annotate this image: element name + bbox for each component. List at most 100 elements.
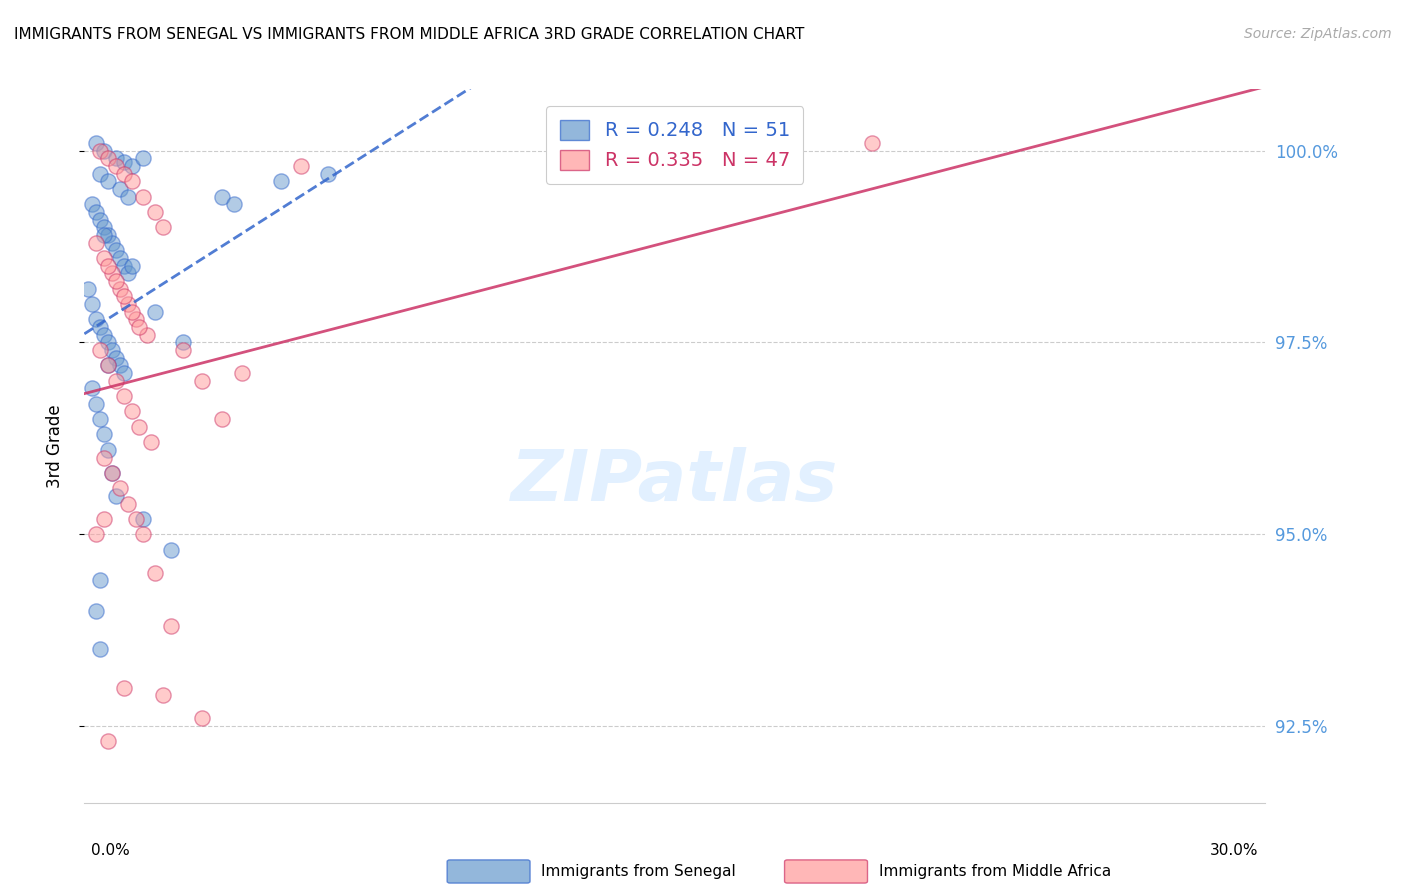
Point (112, 155, 135, 169)
Point (143, 205, 166, 219)
Point (93, 427, 115, 442)
Point (270, 174, 292, 188)
Point (128, 320, 150, 334)
Point (121, 259, 143, 273)
Point (231, 366, 253, 380)
Point (93, 251, 115, 265)
Point (101, 235, 124, 250)
Point (124, 312, 146, 326)
Point (104, 489, 127, 503)
Point (132, 512, 155, 526)
Point (89, 574, 111, 588)
Text: ZIPatlas: ZIPatlas (512, 447, 838, 516)
Point (84, 527, 107, 541)
Point (104, 351, 127, 365)
Point (101, 266, 124, 280)
Point (82, 197, 104, 211)
Text: 0.0%: 0.0% (91, 843, 131, 858)
Point (101, 466, 124, 480)
Point (112, 259, 135, 273)
Point (84, 205, 107, 219)
Point (318, 167, 340, 181)
Point (172, 335, 194, 350)
Point (191, 711, 214, 725)
Point (108, 282, 131, 296)
Point (152, 220, 174, 235)
Point (112, 681, 135, 695)
Point (89, 212, 111, 227)
Point (108, 481, 131, 495)
Point (77, 282, 100, 296)
Point (97, 259, 120, 273)
Point (108, 359, 131, 373)
Point (136, 327, 159, 342)
Point (93, 327, 115, 342)
Point (84, 604, 107, 618)
Point (117, 297, 139, 311)
Point (128, 419, 150, 434)
Point (82, 381, 104, 395)
Point (132, 189, 155, 203)
Point (89, 412, 111, 426)
Legend: R = 0.248   N = 51, R = 0.335   N = 47: R = 0.248 N = 51, R = 0.335 N = 47 (547, 106, 803, 184)
Point (84, 136, 107, 150)
Point (211, 189, 233, 203)
Point (89, 144, 111, 158)
Point (860, 136, 883, 150)
Point (152, 689, 174, 703)
Point (104, 244, 127, 258)
Point (104, 374, 127, 388)
Point (104, 274, 127, 288)
Point (172, 343, 194, 357)
Point (97, 335, 120, 350)
Point (121, 404, 143, 418)
Point (97, 174, 120, 188)
Point (141, 435, 163, 450)
Text: Source: ZipAtlas.com: Source: ZipAtlas.com (1244, 27, 1392, 41)
Point (124, 512, 146, 526)
Point (93, 512, 115, 526)
Point (84, 235, 107, 250)
Point (117, 497, 139, 511)
Point (84, 312, 107, 326)
Point (160, 542, 183, 557)
Point (143, 566, 166, 580)
Point (97, 151, 120, 165)
Point (97, 442, 120, 457)
Point (97, 359, 120, 373)
Point (101, 343, 124, 357)
Point (104, 159, 127, 173)
Point (112, 167, 135, 181)
Point (93, 227, 115, 242)
Point (104, 151, 127, 165)
Point (112, 389, 135, 403)
Point (117, 266, 139, 280)
Point (93, 450, 115, 465)
Point (93, 220, 115, 235)
Point (117, 189, 139, 203)
Point (97, 734, 120, 748)
Point (112, 289, 135, 303)
Y-axis label: 3rd Grade: 3rd Grade (45, 404, 63, 488)
Text: Immigrants from Middle Africa: Immigrants from Middle Africa (879, 864, 1111, 879)
Point (89, 343, 111, 357)
Point (101, 466, 124, 480)
Point (191, 374, 214, 388)
Point (222, 197, 245, 211)
Point (143, 304, 166, 318)
Text: Immigrants from Senegal: Immigrants from Senegal (541, 864, 737, 879)
Point (121, 174, 143, 188)
Point (89, 167, 111, 181)
Point (160, 619, 183, 633)
Point (112, 366, 135, 380)
Point (121, 304, 143, 318)
Point (121, 159, 143, 173)
Point (108, 251, 131, 265)
Point (89, 642, 111, 657)
Point (132, 151, 155, 165)
Point (93, 144, 115, 158)
Point (82, 297, 104, 311)
Point (97, 359, 120, 373)
Point (84, 397, 107, 411)
Point (89, 320, 111, 334)
